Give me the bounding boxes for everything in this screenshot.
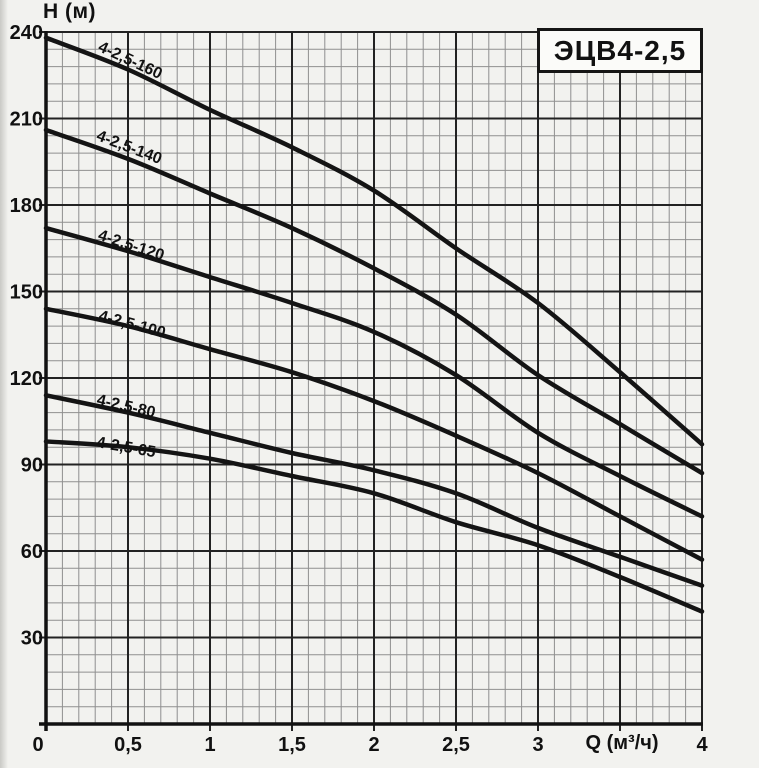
curve-80 <box>43 393 705 588</box>
curve-65 <box>43 439 705 614</box>
pump-model-title-box: ЭЦВ4-2,5 <box>537 28 703 73</box>
y-axis-title: Н (м) <box>43 0 97 23</box>
curve-label-120: 4-2,5-120 <box>96 227 166 264</box>
curve-120 <box>43 225 705 519</box>
curve-label-140: 4-2,5-140 <box>94 128 164 168</box>
x-tick-label: 1,5 <box>278 734 306 756</box>
x-tick-label: 0,5 <box>114 734 142 756</box>
axes-lines <box>39 31 703 731</box>
x-tick-label: 1 <box>204 734 215 756</box>
x-tick-label: 2 <box>368 734 379 756</box>
grid-major <box>39 31 703 731</box>
y-tick-label: 60 <box>21 541 43 563</box>
curve-label-65: 4-2,5-65 <box>95 434 157 461</box>
y-tick-label: 30 <box>21 628 43 650</box>
y-tick-label: 90 <box>21 455 43 477</box>
curve-labels: 4-2,5-1604-2,5-1404-2,5-1204-2,5-1004-2,… <box>94 39 167 462</box>
y-tick-label: 180 <box>10 195 43 217</box>
x-tick-labels: 0 0,5 1 1,5 2 2,5 3 4 <box>32 734 708 756</box>
x-tick-label: 4 <box>696 734 708 756</box>
y-tick-labels: 240 210 180 150 120 90 60 30 <box>10 22 43 650</box>
x-tick-label: 3 <box>532 734 543 756</box>
x-tick-label: 0 <box>32 734 43 756</box>
y-tick-label: 240 <box>10 22 43 44</box>
curve-160 <box>43 35 705 447</box>
x-axis-title: Q (м³/ч) <box>585 732 659 754</box>
y-tick-label: 120 <box>10 368 43 390</box>
curve-label-100: 4-2,5-100 <box>97 308 168 342</box>
curve-label-80: 4-2,5-80 <box>95 392 157 422</box>
curve-100 <box>43 306 705 562</box>
y-tick-label: 150 <box>10 282 43 304</box>
x-tick-label: 2,5 <box>442 734 470 756</box>
curve-140 <box>43 127 705 476</box>
y-tick-label: 210 <box>10 109 43 131</box>
pump-curves <box>43 35 705 614</box>
